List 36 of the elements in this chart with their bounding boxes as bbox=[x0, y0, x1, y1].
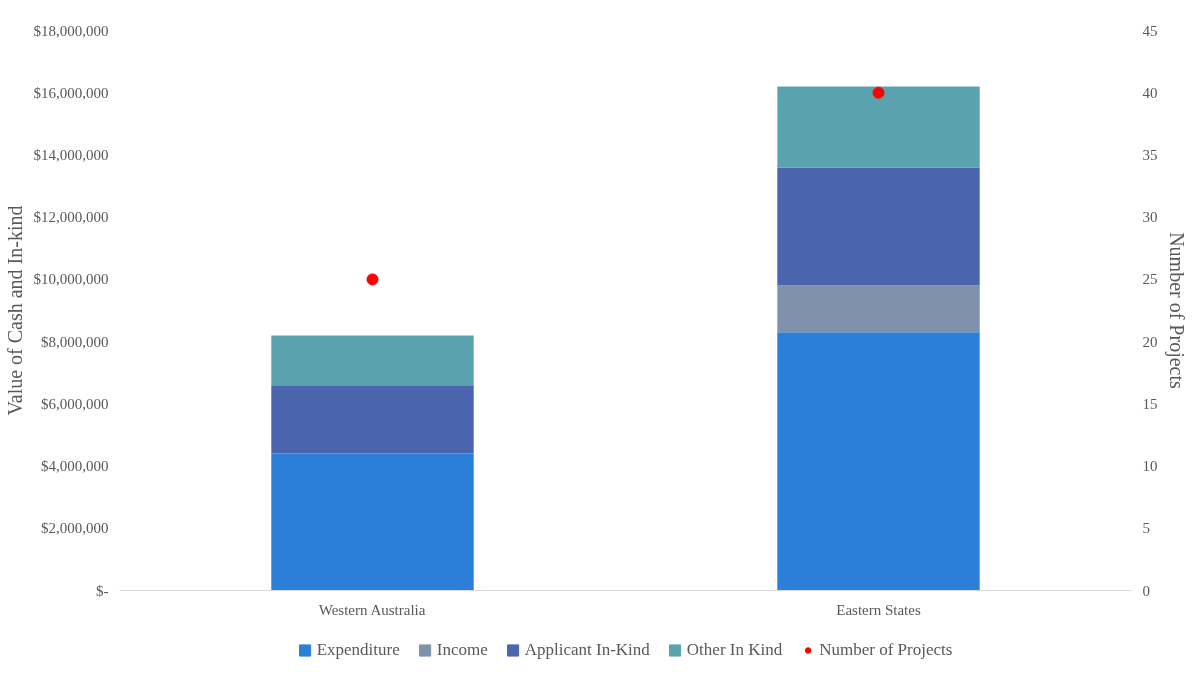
x-tick-label: Eastern States bbox=[836, 601, 921, 618]
bar bbox=[271, 453, 474, 591]
y-tick-label: $8,000,000 bbox=[41, 333, 109, 350]
y2-tick-label: 25 bbox=[1142, 271, 1158, 288]
y-tick-label: $14,000,000 bbox=[33, 146, 109, 163]
y-tick-label: $10,000,000 bbox=[33, 271, 109, 288]
bar bbox=[777, 332, 980, 591]
y-tick-label: $16,000,000 bbox=[33, 84, 109, 101]
legend-label: Number of Projects bbox=[819, 640, 953, 660]
y2-tick-label: 5 bbox=[1142, 520, 1150, 537]
y2-tick-label: 45 bbox=[1142, 22, 1158, 39]
y2-axis-title: Number of Projects bbox=[1164, 232, 1188, 390]
bar bbox=[271, 385, 474, 454]
legend-label: Other In Kind bbox=[686, 640, 783, 660]
y2-tick-label: 30 bbox=[1142, 209, 1158, 226]
bar bbox=[777, 285, 980, 333]
y2-tick-label: 15 bbox=[1142, 395, 1158, 412]
y-tick-label: $- bbox=[96, 582, 109, 599]
x-tick-label: Western Australia bbox=[318, 601, 426, 618]
y-tick-label: $2,000,000 bbox=[41, 520, 109, 537]
y2-tick-label: 40 bbox=[1142, 84, 1158, 101]
legend-label: Applicant In-Kind bbox=[524, 640, 650, 660]
bar bbox=[777, 86, 980, 168]
y2-tick-label: 0 bbox=[1142, 582, 1150, 599]
y-axis-title: Value of Cash and In-kind bbox=[3, 205, 26, 416]
legend-label: Income bbox=[436, 640, 488, 660]
bar bbox=[271, 335, 474, 386]
legend-label: Expenditure bbox=[316, 640, 400, 660]
y-tick-label: $4,000,000 bbox=[41, 458, 109, 475]
y2-tick-label: 10 bbox=[1142, 458, 1158, 475]
y-tick-label: $18,000,000 bbox=[33, 22, 109, 39]
y2-tick-label: 35 bbox=[1142, 146, 1158, 163]
y-tick-label: $12,000,000 bbox=[33, 209, 109, 226]
y2-tick-label: 20 bbox=[1142, 333, 1158, 350]
y-tick-label: $6,000,000 bbox=[41, 395, 109, 412]
bar bbox=[777, 167, 980, 286]
